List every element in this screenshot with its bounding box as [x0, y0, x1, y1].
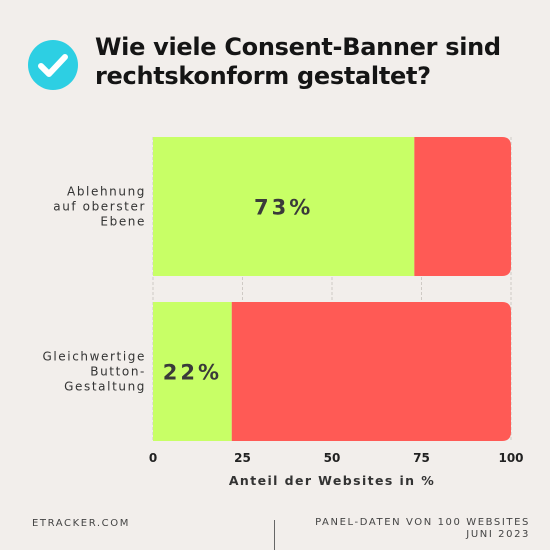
bar-0-series-0 — [153, 137, 415, 276]
x-axis-label: Anteil der Websites in % — [229, 473, 435, 488]
footer-source: PANEL-DATEN VON 100 WEBSITES JUNI 2023 — [315, 517, 530, 541]
check-circle-icon — [28, 40, 78, 90]
tick-label-4: 100 — [498, 451, 523, 465]
bar-1-series-1 — [231, 302, 511, 441]
footer-divider — [274, 520, 275, 550]
data-label-0: 73% — [254, 196, 313, 220]
chart-title: Wie viele Consent-Banner sind rechtskonf… — [95, 33, 501, 90]
category-label-1: Gleichwertige Button-Gestaltung — [42, 350, 146, 394]
tick-label-0: 0 — [149, 451, 157, 465]
tick-label-1: 25 — [234, 451, 251, 465]
bar-chart: 73% Ablehnung auf oberster Ebene 22% Gleichwe… — [42, 137, 524, 488]
bar-0-series-1 — [414, 137, 511, 276]
footer-source-line-2: JUNI 2023 — [466, 529, 530, 540]
footer-brand: ETRACKER.COM — [32, 518, 130, 529]
category-label-0: Ablehnung auf oberster Ebene — [53, 185, 146, 229]
bar-1-series-0 — [153, 302, 232, 441]
tick-label-3: 75 — [413, 451, 430, 465]
tick-label-2: 50 — [324, 451, 341, 465]
footer-source-line-1: PANEL-DATEN VON 100 WEBSITES — [315, 517, 530, 528]
data-label-1: 22% — [163, 361, 222, 385]
